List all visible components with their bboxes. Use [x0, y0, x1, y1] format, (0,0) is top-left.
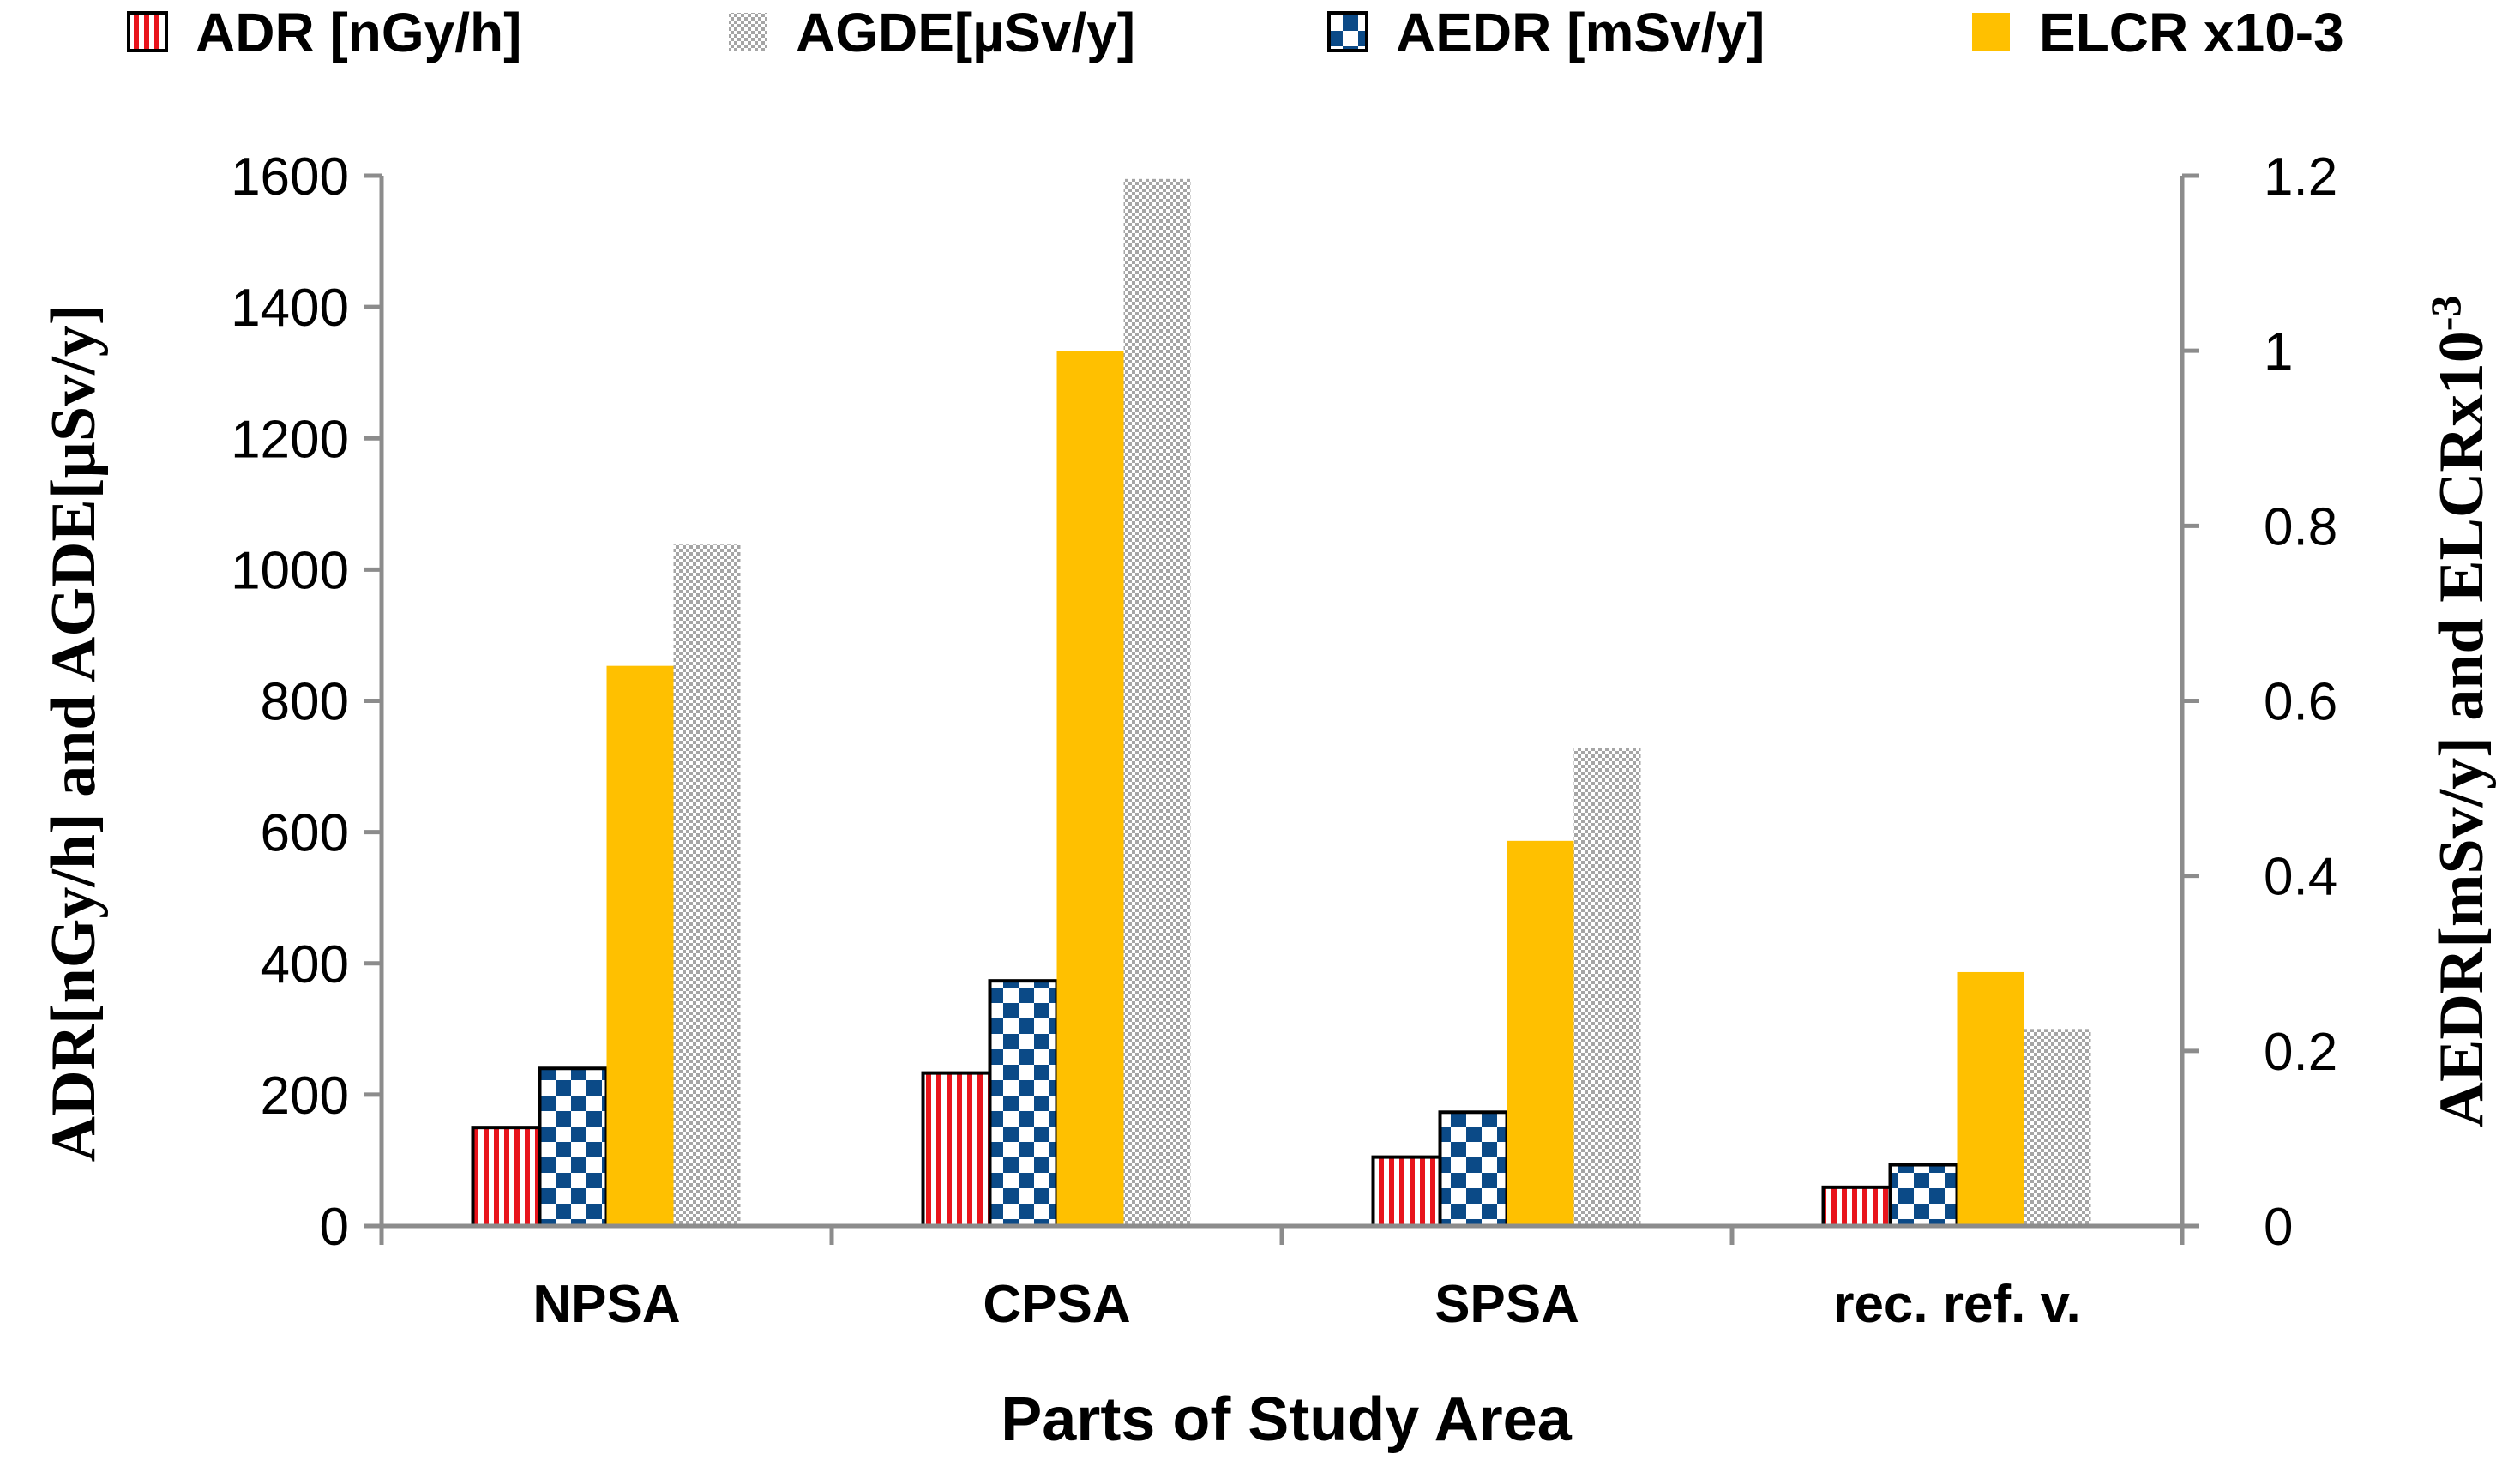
y-right-tick-label: 0.2 [2264, 1023, 2337, 1082]
bar-aedr-msv-y-npsa [538, 1066, 609, 1228]
legend-label-elcr-x10-3: ELCR x10-3 [2039, 2, 2344, 63]
axes: 0 200 400 600 800 1000 1200 1400 1600 0 0.2 0.4 0.6 0… [231, 147, 2337, 1334]
x-tick-label-npsa: NPSA [532, 1275, 680, 1334]
y-axis-left-label: ADR[nGy/h] and AGDE[µSv/y] [39, 304, 109, 1163]
legend-label-adr-ngy-h: ADR [nGy/h] [195, 2, 521, 63]
y-right-tick-label: 0.6 [2264, 673, 2337, 732]
bar-adr-ngy-h-spsa [1371, 1155, 1442, 1228]
bar-agde-sv-y-spsa [1573, 748, 1641, 1226]
y-left-tick-label: 0 [320, 1198, 349, 1257]
bar-agde-sv-y-npsa [673, 544, 741, 1226]
bar-agde-sv-y-rec-ref-v [2024, 1029, 2091, 1226]
bar-aedr-msv-y-cpsa [988, 979, 1059, 1228]
y-left-tick-label: 800 [261, 673, 349, 732]
bars [471, 178, 2091, 1228]
bar-adr-ngy-h-cpsa [921, 1071, 992, 1228]
y-right-tick-label: 1.2 [2264, 147, 2337, 207]
y-left-tick-label: 200 [261, 1066, 349, 1126]
y-left-tick-label: 1200 [231, 410, 349, 469]
bar-elcr-x10-3-cpsa [1056, 351, 1124, 1227]
y-right-tick-label: 0 [2264, 1198, 2293, 1257]
y-left-tick-label: 1400 [231, 279, 349, 338]
y-left-tick-label: 600 [261, 804, 349, 863]
bar-elcr-x10-3-rec-ref-v [1957, 971, 2024, 1226]
legend-swatch-adr-ngy-h [127, 11, 168, 52]
legend: ADR [nGy/h] AGDE[µSv/y] AEDR [mSv/y] ELCR x… [127, 2, 2344, 63]
bar-adr-ngy-h-npsa [471, 1126, 542, 1228]
bar-elcr-x10-3-npsa [606, 665, 674, 1226]
bar-agde-sv-y-cpsa [1123, 178, 1191, 1226]
legend-swatch-agde-sv-y [729, 13, 767, 51]
x-tick-label-spsa: SPSA [1434, 1275, 1579, 1334]
y-axis-right-label-main: AEDR[mSv/y] and ELCRx10 [2427, 331, 2497, 1127]
bar-aedr-msv-y-rec-ref-v [1888, 1163, 1959, 1228]
bar-elcr-x10-3-spsa [1507, 840, 1574, 1226]
y-axis-right-label-superscript: -3 [2421, 296, 2469, 332]
legend-swatch-elcr-x10-3 [1972, 13, 2010, 51]
bar-aedr-msv-y-spsa [1438, 1110, 1509, 1228]
legend-swatch-aedr-msv-y [1327, 11, 1368, 52]
y-left-tick-label: 1600 [231, 147, 349, 207]
x-tick-label-rec-ref-v: rec. ref. v. [1833, 1275, 2080, 1334]
y-right-tick-label: 0.8 [2264, 497, 2337, 556]
legend-label-agde-sv-y: AGDE[µSv/y] [796, 2, 1135, 63]
x-tick-label-cpsa: CPSA [983, 1275, 1130, 1334]
x-axis-label: Parts of Study Area [1001, 1385, 1572, 1454]
y-right-tick-label: 1 [2264, 322, 2293, 382]
y-right-tick-label: 0.4 [2264, 848, 2337, 907]
y-axis-right-label: AEDR[mSv/y] and ELCRx10-3 [2421, 296, 2497, 1128]
bar-adr-ngy-h-rec-ref-v [1821, 1185, 1892, 1228]
legend-label-aedr-msv-y: AEDR [mSv/y] [1396, 2, 1765, 63]
y-left-tick-label: 400 [261, 935, 349, 994]
y-left-tick-label: 1000 [231, 541, 349, 600]
